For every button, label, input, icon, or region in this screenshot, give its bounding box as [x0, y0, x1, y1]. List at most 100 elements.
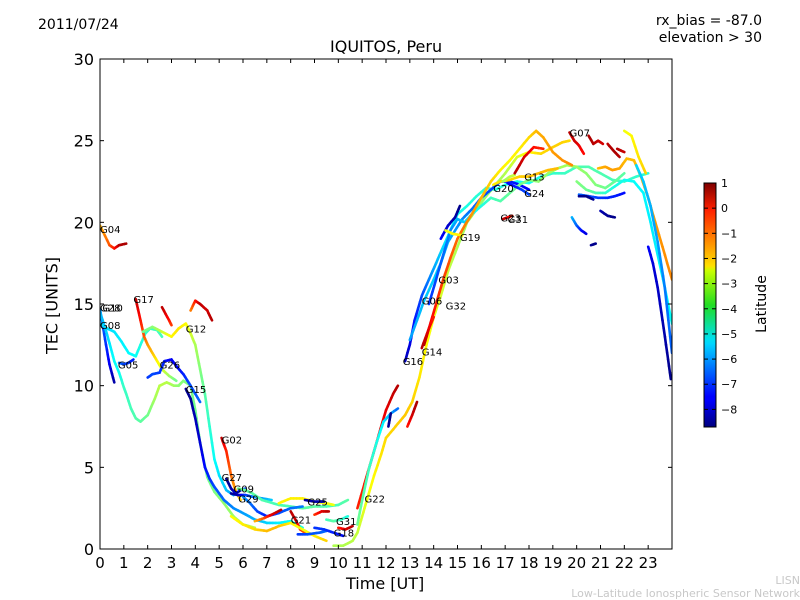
series-G07e	[622, 129, 648, 175]
series-G14-segment	[431, 315, 436, 322]
series-G31c	[313, 526, 345, 538]
x-tick-label: 15	[448, 554, 467, 572]
prn-label: G32	[446, 302, 466, 313]
x-tick-label: 18	[519, 554, 538, 572]
series-G07d-segment	[665, 261, 671, 273]
rx-bias-label: rx_bias = -87.0	[655, 13, 762, 29]
series-G18-segment	[344, 514, 350, 519]
series-G32-segment	[568, 162, 574, 167]
series-G22c-segment	[364, 474, 369, 486]
x-tick-label: 7	[262, 554, 272, 572]
x-tick-label: 20	[567, 554, 586, 572]
series-G22b-segment	[395, 384, 400, 390]
series-G19-segment	[457, 204, 462, 211]
prn-label: G31	[336, 517, 356, 528]
series-G06-segment	[525, 187, 531, 191]
series-G07	[568, 131, 586, 155]
series-G24	[506, 181, 531, 196]
prn-label: G12	[186, 325, 206, 336]
series-G21c-segment	[322, 538, 328, 543]
series-G07m	[615, 147, 626, 154]
series-G22-segment	[423, 343, 428, 355]
series-G07h-segment	[620, 191, 626, 196]
x-tick-label: 9	[310, 554, 320, 572]
series-G03-segment	[620, 172, 626, 177]
series-G07g-segment	[654, 231, 660, 244]
colorbar-tick-label: −6	[721, 353, 737, 366]
series-G07g-segment	[650, 213, 656, 226]
colorbar-tick-label: −3	[721, 278, 737, 291]
series-G07n-segment	[663, 335, 668, 347]
x-axis: 0 1 2 3 4 5 6 7 8 9 10 11 12 13 14 15 16 17 18 19 20 21 22 23	[95, 59, 658, 572]
series-G05-segment	[130, 358, 135, 362]
x-tick-label: 17	[496, 554, 515, 572]
chart-title: IQUITOS, Peru	[330, 37, 443, 56]
colorbar-tick-label: −4	[721, 303, 737, 316]
colorbar	[703, 182, 717, 428]
series-G07g-segment	[658, 252, 663, 267]
x-tick-label: 0	[95, 554, 105, 572]
series-G18b-segment	[349, 524, 354, 529]
series-G12-segment	[203, 392, 208, 404]
series-G12-segment	[210, 441, 215, 453]
series-G13	[501, 173, 517, 183]
y-tick-label: 20	[74, 213, 94, 232]
prn-label: G03	[438, 276, 458, 287]
colorbar-ticks: 1 0 −1 −2 −3 −4 −5 −6 −7 −8	[704, 177, 737, 416]
x-tick-label: 2	[143, 554, 153, 572]
series-G07n-segment	[662, 327, 667, 339]
series-G07n-segment	[668, 371, 672, 381]
series-G07n-segment	[657, 294, 662, 306]
prn-label: G06	[422, 297, 442, 308]
series-G08-segment	[159, 333, 164, 339]
colorbar-tick-label: −7	[721, 378, 737, 391]
series-G07b-segment	[600, 141, 605, 146]
x-tick-label: 21	[591, 554, 610, 572]
y-tick-label: 25	[74, 132, 94, 151]
prn-label: G25	[307, 498, 327, 509]
x-tick-label: 14	[424, 554, 443, 572]
series-G07i-segment	[583, 231, 588, 236]
series-G21c	[229, 514, 328, 543]
series-G07g-segment	[649, 204, 654, 217]
series-G19b	[444, 229, 464, 237]
prn-label: G08	[100, 321, 120, 332]
series-G04b	[117, 242, 128, 247]
series-G07k	[599, 209, 617, 219]
footer-credit: LISN Low-Latitude Ionospheric Sensor Net…	[571, 574, 800, 600]
x-tick-label: 13	[400, 554, 419, 572]
series-G14	[422, 315, 436, 347]
prn-label: G28	[100, 303, 120, 314]
series-G26	[146, 358, 202, 404]
footer-line-1: LISN	[775, 574, 800, 587]
y-tick-label: 15	[74, 295, 94, 314]
series-G12-segment	[204, 400, 209, 412]
footer-line-2: Low-Latitude Ionospheric Sensor Network	[571, 587, 800, 600]
series-G07g-segment	[652, 222, 658, 235]
series-G07m-segment	[621, 150, 626, 154]
x-tick-label: 11	[353, 554, 372, 572]
series-G21-segment	[277, 508, 283, 513]
colorbar-tick-label: −2	[721, 252, 737, 265]
series-layer	[100, 129, 672, 548]
x-tick-label: 3	[167, 554, 177, 572]
series-G12-segment	[211, 449, 216, 461]
prn-label: G19	[460, 233, 480, 244]
series-G07g-segment	[656, 240, 661, 255]
prn-label: G02	[222, 436, 242, 447]
prn-label: G05	[118, 360, 138, 371]
series-G07b	[587, 134, 605, 146]
prn-label: G21	[291, 516, 311, 527]
elevation-label: elevation > 30	[658, 30, 762, 46]
x-tick-label: 22	[615, 554, 634, 572]
series-G22-segment	[418, 367, 423, 379]
series-G31c-segment	[339, 533, 345, 538]
y-tick-label: 5	[84, 458, 94, 477]
prn-label: G23	[500, 213, 520, 224]
y-tick-label: 0	[84, 540, 94, 559]
series-G07n	[646, 245, 672, 381]
series-G25b	[303, 498, 326, 503]
series-G26-segment	[196, 396, 202, 404]
series-G22c-segment	[366, 465, 371, 477]
series-G12	[141, 322, 235, 497]
